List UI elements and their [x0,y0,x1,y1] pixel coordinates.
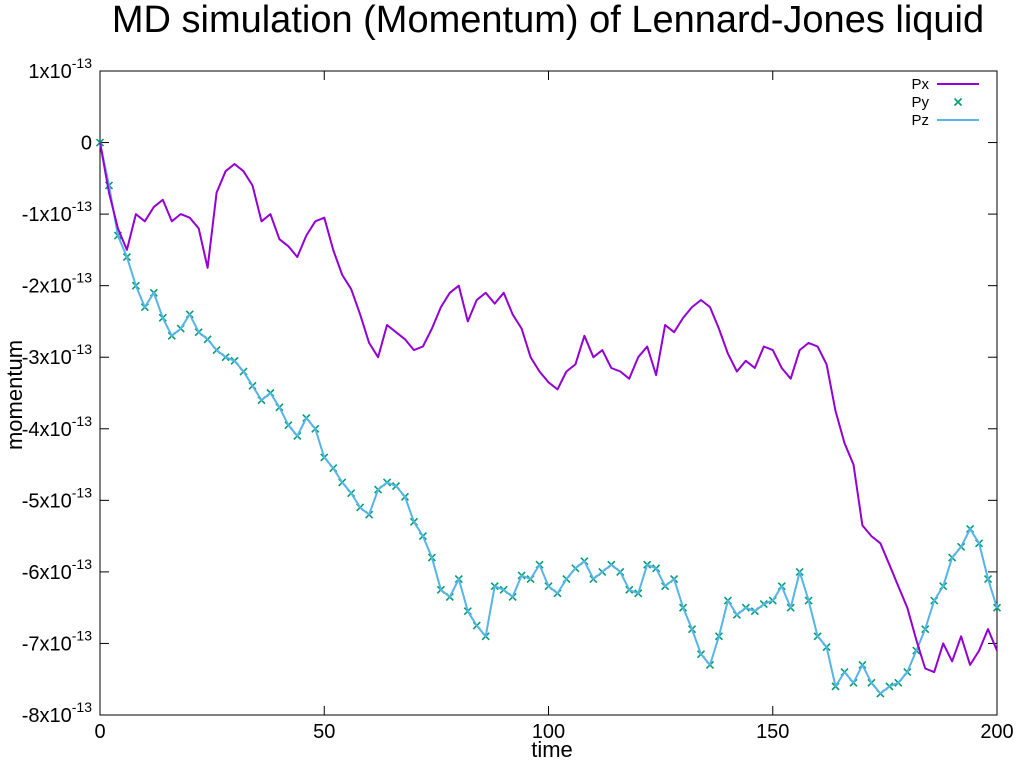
y-tick-label: 0 [81,133,92,155]
y-tick-label: -2x10-13 [22,270,92,298]
y-tick-mantissa: -8x10 [22,705,72,727]
x-tick-label: 100 [532,721,565,743]
y-tick-label: -4x10-13 [22,413,92,441]
x-axis-label: time [531,737,573,762]
y-tick-mantissa: -6x10 [22,562,72,584]
y-tick-mantissa: -2x10 [22,276,72,298]
y-tick-label: -8x10-13 [22,699,92,727]
y-tick-exponent: -13 [72,699,92,715]
y-tick-label: -6x10-13 [22,556,92,584]
y-tick-label: -5x10-13 [22,484,92,512]
y-tick-label: -1x10-13 [22,198,92,226]
point-py [95,138,105,147]
plot-series [95,138,1002,698]
plot-frame [99,70,998,716]
y-tick-exponent: -13 [72,627,92,643]
y-tick-exponent: -13 [72,270,92,286]
chart-title: MD simulation (Momentum) of Lennard-Jone… [112,0,984,41]
y-tick-mantissa: 1x10 [28,61,71,83]
y-tick-exponent: -13 [72,556,92,572]
legend-swatch-py [953,97,963,107]
x-tick-label: 200 [980,721,1013,743]
y-tick-label: -3x10-13 [22,341,92,369]
y-tick-label: 1x10-13 [28,55,92,83]
y-tick-mantissa: 0 [81,133,92,155]
series-line-pz [99,142,998,695]
series-line-px [99,142,998,674]
y-tick-exponent: -13 [72,341,92,357]
x-tick-label: 0 [94,721,105,743]
y-tick-mantissa: -1x10 [22,204,72,226]
legend-label-py: Py [911,94,929,111]
y-tick-exponent: -13 [72,413,92,429]
x-tick-label: 50 [313,721,335,743]
y-tick-mantissa: -5x10 [22,490,72,512]
y-axis-label: momentum [2,340,27,450]
y-tick-mantissa: -3x10 [22,347,72,369]
x-axis-ticks: 0 50 100 150 200 [94,71,1014,743]
y-tick-mantissa: -7x10 [22,633,72,655]
x-tick-label: 150 [756,721,789,743]
y-tick-exponent: -13 [72,55,92,71]
y-axis-ticks: 1x10-130-1x10-13-2x10-13-3x10-13-4x10-13… [22,55,997,727]
y-tick-label: -7x10-13 [22,627,92,655]
y-tick-exponent: -13 [72,198,92,214]
y-tick-mantissa: -4x10 [22,419,72,441]
y-tick-exponent: -13 [72,484,92,500]
legend-label-pz: Pz [911,112,929,129]
legend-label-px: Px [911,76,929,93]
